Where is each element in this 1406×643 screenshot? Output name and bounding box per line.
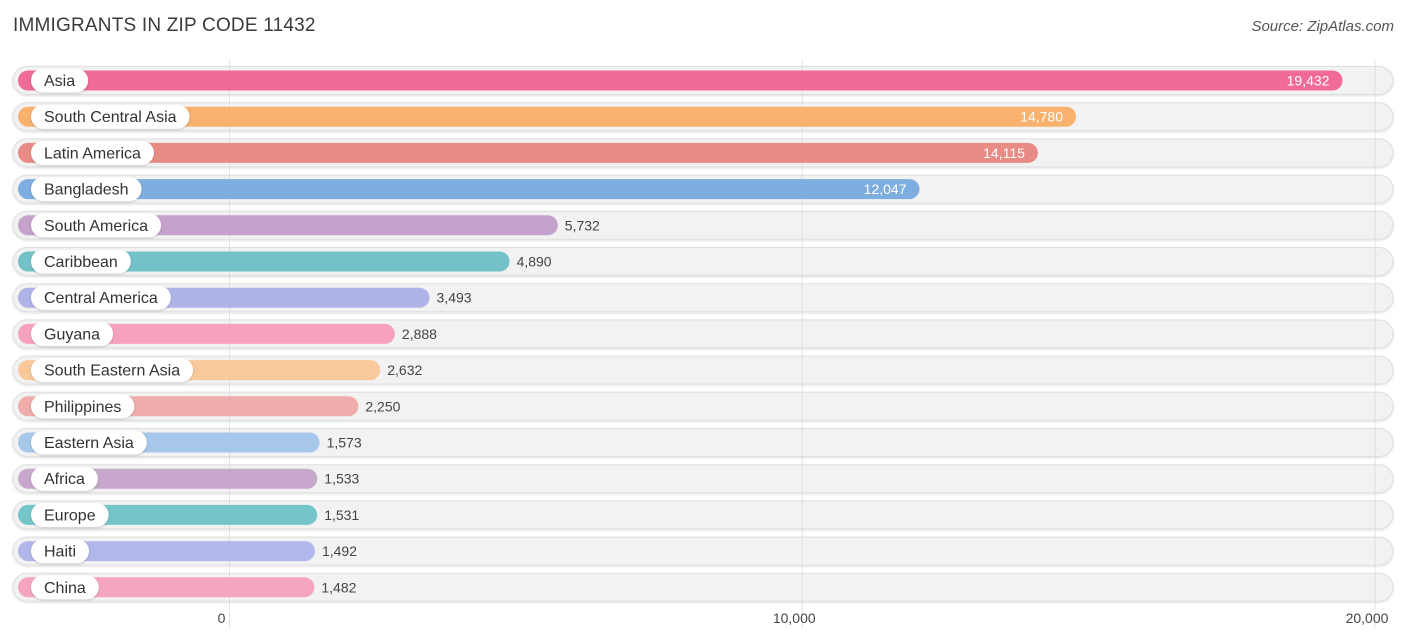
category-label-pill (31, 249, 131, 274)
category-label: Eastern Asia (44, 435, 134, 452)
category-label-pill (31, 68, 89, 93)
row-background (12, 572, 1394, 602)
category-label-pill (31, 430, 147, 455)
category-label: China (44, 580, 86, 597)
category-label: Asia (44, 73, 75, 90)
category-label: South America (44, 218, 148, 235)
category-label-pill (31, 539, 90, 564)
category-label-pill (31, 575, 99, 600)
category-label-pill (31, 177, 142, 202)
value-label: 3,493 (437, 290, 472, 306)
category-label-pill (31, 394, 135, 419)
category-label: Central America (44, 290, 158, 307)
value-label: 5,732 (565, 217, 600, 233)
category-label-pill (31, 502, 109, 527)
bar (18, 179, 920, 200)
category-label: South Eastern Asia (44, 363, 180, 380)
category-label: Africa (44, 471, 85, 488)
bar (18, 541, 315, 562)
value-label: 1,533 (324, 471, 359, 487)
x-tick-label: 10,000 (773, 610, 816, 626)
bar (18, 70, 1343, 91)
category-label: Caribbean (44, 254, 118, 271)
category-label: Guyana (44, 326, 100, 343)
x-tick-label: 20,000 (1346, 610, 1389, 626)
value-label: 2,250 (365, 398, 400, 414)
row-background (12, 500, 1394, 530)
x-tick-label: 0 (218, 610, 226, 626)
row-background (12, 536, 1394, 566)
category-label-pill (31, 466, 98, 491)
category-label: South Central Asia (44, 109, 177, 126)
value-label: 14,115 (983, 145, 1025, 161)
category-label-pill (31, 321, 114, 346)
value-label: 14,780 (1020, 109, 1063, 125)
category-label: Philippines (44, 399, 121, 416)
category-label-pill (31, 358, 194, 383)
category-label: Bangladesh (44, 182, 129, 199)
row-background (12, 391, 1394, 421)
chart-source: Source: ZipAtlas.com (1251, 18, 1394, 35)
value-label: 12,047 (864, 181, 907, 197)
value-label: 4,890 (517, 254, 552, 270)
category-label: Europe (44, 507, 96, 524)
value-label: 1,492 (322, 543, 357, 559)
category-label-pill (31, 285, 171, 310)
category-label-pill (31, 213, 162, 238)
bar (18, 106, 1077, 127)
value-label: 19,432 (1287, 73, 1330, 89)
row-background (12, 464, 1394, 494)
bar (18, 251, 510, 272)
bar (18, 323, 395, 344)
value-label: 2,888 (402, 326, 437, 342)
value-label: 2,632 (387, 362, 422, 378)
value-label: 1,531 (324, 507, 359, 523)
bar (18, 142, 1038, 163)
category-label: Latin America (44, 145, 141, 162)
category-label-pill (31, 140, 154, 165)
chart-title: IMMIGRANTS IN ZIP CODE 11432 (13, 15, 316, 36)
value-label: 1,573 (327, 435, 362, 451)
value-label: 1,482 (321, 579, 356, 595)
category-label-pill (31, 104, 190, 129)
row-background (12, 428, 1394, 457)
category-label: Haiti (44, 544, 76, 561)
